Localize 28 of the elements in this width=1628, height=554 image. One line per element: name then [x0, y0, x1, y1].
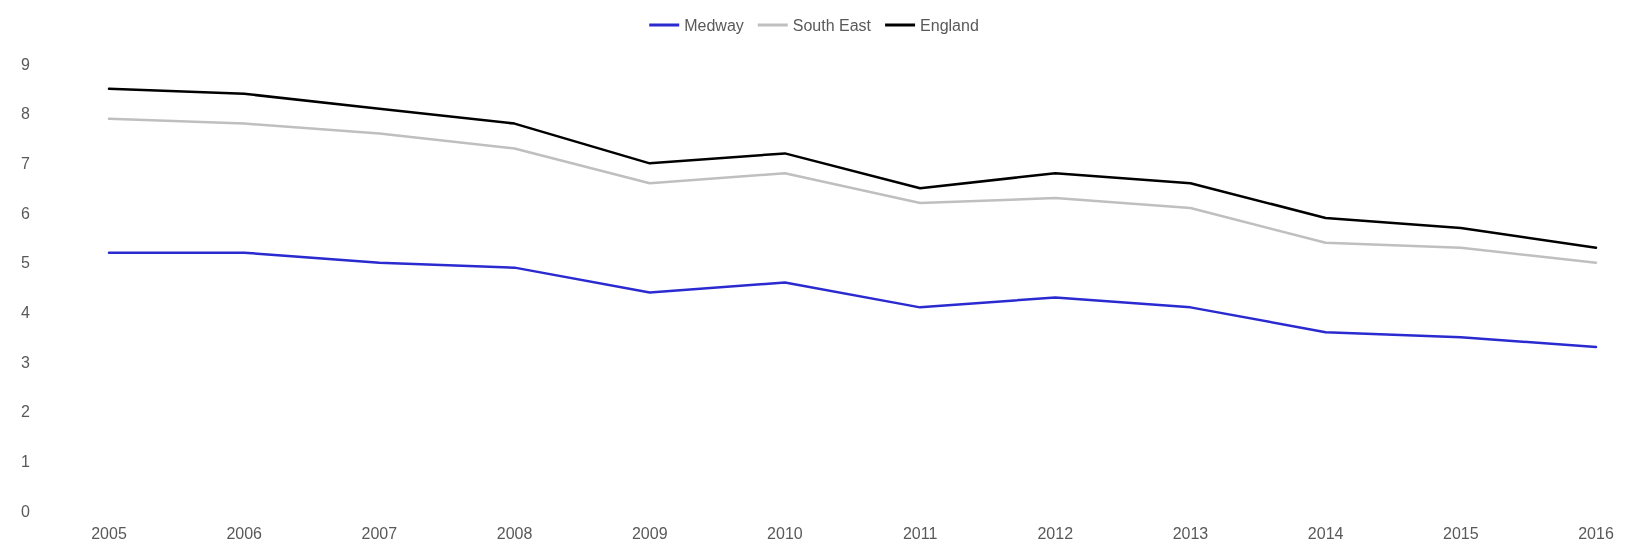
x-tick-label: 2009	[631, 524, 668, 542]
x-tick-label: 2014	[1307, 524, 1344, 542]
x-tick-label: 2005	[91, 524, 127, 542]
x-tick-label: 2015	[1443, 524, 1479, 542]
y-tick-label: 8	[21, 105, 30, 123]
x-tick-label: 2007	[361, 524, 398, 542]
line-series	[107, 87, 1598, 250]
x-tick-label: 2016	[1578, 524, 1614, 542]
x-tick-label: 2012	[1037, 524, 1074, 542]
legend-label: England	[920, 16, 979, 34]
x-tick-label: 2010	[767, 524, 803, 542]
legend-label: Medway	[684, 16, 744, 34]
legend-label: South East	[792, 16, 872, 34]
x-tick-label: 2008	[496, 524, 533, 542]
x-tick-label: 2006	[226, 524, 263, 542]
y-tick-label: 0	[21, 502, 30, 520]
line-series	[107, 251, 1598, 349]
y-tick-label: 1	[21, 452, 30, 470]
y-tick-label: 6	[21, 204, 30, 222]
y-tick-label: 2	[21, 403, 30, 421]
y-tick-label: 7	[21, 154, 30, 172]
line-series	[107, 117, 1598, 264]
x-tick-label: 2011	[902, 524, 938, 542]
y-tick-label: 4	[21, 303, 30, 321]
y-tick-label: 9	[21, 55, 30, 73]
y-tick-label: 3	[21, 353, 30, 371]
x-tick-label: 2013	[1172, 524, 1209, 542]
y-tick-label: 5	[21, 254, 30, 272]
